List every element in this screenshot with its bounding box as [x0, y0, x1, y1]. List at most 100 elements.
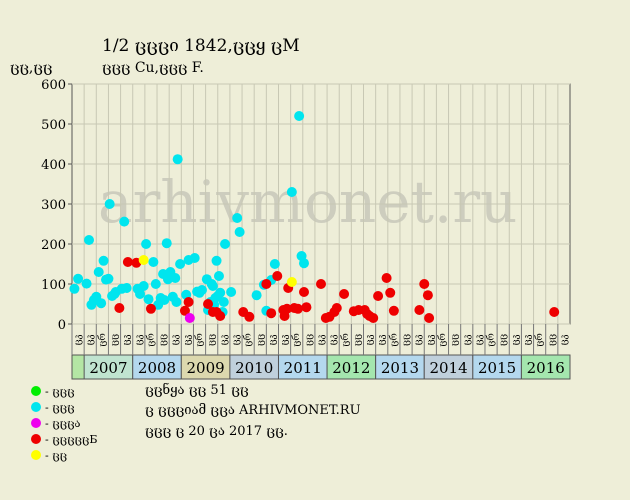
x-tick-label: ცც	[256, 334, 266, 346]
data-point	[138, 255, 149, 265]
data-point	[414, 305, 425, 315]
y-tick-label: 0	[58, 318, 66, 333]
data-point	[170, 273, 181, 283]
year-label: 2016	[527, 359, 565, 377]
year-band-cell	[375, 354, 425, 380]
x-tick-label: ცკ	[122, 334, 132, 345]
year-label: 2008	[138, 359, 176, 377]
x-tick-label: ცკ	[74, 334, 84, 345]
data-point	[424, 313, 435, 323]
data-point	[422, 290, 433, 301]
x-tick-label: ცც	[499, 334, 509, 346]
data-point	[122, 257, 133, 267]
x-tick-label: ცკ	[219, 334, 229, 345]
data-point	[549, 307, 560, 317]
x-tick-label: ცკ	[462, 334, 472, 345]
x-tick-label: ცრ	[340, 333, 351, 347]
y-tick-label: 100	[41, 278, 66, 293]
x-tick-label: ცკ	[134, 334, 144, 345]
x-tick-label: ცკ	[511, 334, 521, 345]
year-band: 2007 2008 2009 2010 2011 2012 2013 2014 2015 2016…	[71, 324, 571, 380]
data-point	[234, 227, 245, 237]
data-point	[226, 287, 237, 297]
x-tick-label: ცრ	[486, 333, 497, 347]
y-tick-label: 600	[41, 78, 66, 93]
data-point	[171, 297, 182, 307]
data-point	[251, 290, 262, 301]
data-point	[135, 289, 146, 299]
data-point	[215, 311, 226, 321]
data-point	[119, 216, 130, 227]
x-tick-label: ცკ	[231, 334, 241, 345]
data-point	[203, 299, 214, 309]
year-band-cell	[83, 354, 134, 380]
year-label: 2012	[332, 359, 370, 377]
data-point	[281, 303, 292, 314]
x-tick-label: ცკ	[280, 334, 290, 345]
y-tick-label: 400	[41, 158, 66, 173]
data-point	[150, 279, 161, 289]
x-tick-label: ცრ	[97, 333, 108, 347]
x-tick-label: ცკ	[474, 334, 484, 345]
data-point	[286, 277, 297, 287]
y-tick-label: 200	[41, 238, 66, 253]
data-point	[298, 258, 309, 269]
x-tick-label: ცრ	[194, 333, 205, 347]
data-point	[419, 279, 430, 289]
data-point	[316, 279, 326, 289]
legend-label: - ცცცა	[45, 417, 80, 430]
legend-label: - ცცც	[45, 385, 75, 398]
data-point	[301, 302, 312, 313]
data-point	[189, 253, 200, 263]
data-point	[381, 273, 392, 283]
x-tick-label: ცც	[207, 334, 217, 346]
data-point	[184, 313, 195, 323]
y-axis-unit: ცც,ცც	[10, 60, 52, 76]
data-point	[148, 257, 159, 267]
year-label: 2013	[381, 359, 419, 377]
x-tick-label: ცც	[304, 334, 314, 346]
x-tick-label: ცკ	[268, 334, 278, 345]
data-point	[373, 291, 384, 301]
x-tick-label: ცკ	[183, 334, 193, 345]
year-band-cell	[520, 354, 571, 380]
data-points	[69, 111, 560, 323]
data-point	[141, 239, 152, 249]
legend-label: - ცც	[45, 449, 67, 462]
x-tick-label: ცკ	[171, 334, 181, 345]
data-point	[368, 313, 379, 323]
x-tick-label: ცკ	[329, 334, 339, 345]
chart-subtitle: ცცც Cu,ცცც F.	[102, 60, 204, 76]
data-point	[218, 297, 229, 307]
data-point	[93, 267, 104, 277]
year-label: 2014	[429, 359, 467, 377]
x-tick-label: ცც	[547, 334, 557, 346]
footer-line-1: ცცნყა ცც 51 ცც	[145, 382, 249, 398]
data-point	[207, 281, 218, 291]
data-point	[261, 279, 272, 289]
year-band-cell	[229, 354, 279, 380]
legend-label: - ცცც	[45, 401, 75, 414]
data-point	[159, 295, 170, 305]
x-tick-label: ცკ	[317, 334, 327, 345]
x-tick-label: ცკ	[414, 334, 424, 345]
data-point	[179, 305, 190, 316]
data-point	[103, 273, 114, 284]
data-point	[69, 283, 80, 294]
x-tick-label: ცკ	[86, 334, 96, 345]
data-point	[339, 289, 350, 299]
x-tick-label: ცკ	[426, 334, 436, 345]
year-band-cell	[180, 354, 231, 380]
data-point	[211, 255, 222, 266]
data-point	[172, 154, 183, 165]
x-tick-label: ცრ	[243, 333, 254, 347]
data-point	[196, 285, 207, 295]
legend-swatch	[31, 450, 41, 460]
data-point	[298, 287, 309, 297]
data-point	[294, 111, 305, 121]
x-tick-label: ცც	[159, 334, 169, 346]
data-point	[215, 287, 226, 298]
x-tick-label: ცც	[110, 334, 120, 346]
data-point	[161, 238, 172, 249]
